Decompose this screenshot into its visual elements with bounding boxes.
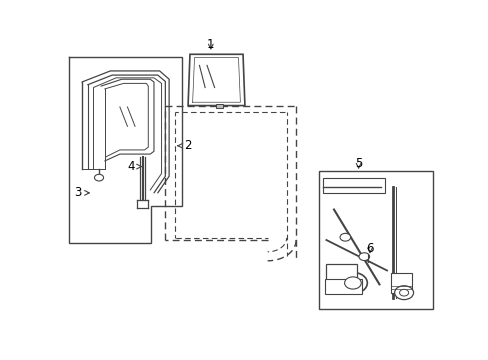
Bar (324, 279, 362, 294)
Circle shape (94, 174, 103, 181)
Polygon shape (188, 54, 244, 105)
Bar (215, 104, 222, 108)
Circle shape (394, 286, 413, 300)
Text: 4: 4 (127, 160, 141, 173)
Text: 1: 1 (206, 38, 214, 51)
Bar (318, 171, 432, 309)
Circle shape (358, 253, 369, 261)
Text: 2: 2 (178, 139, 191, 152)
Circle shape (338, 273, 366, 293)
Circle shape (344, 277, 361, 289)
Bar (390, 273, 411, 293)
Text: 5: 5 (354, 157, 362, 170)
Text: 6: 6 (366, 242, 373, 255)
Circle shape (399, 289, 408, 296)
Text: 3: 3 (74, 186, 89, 199)
Circle shape (339, 233, 350, 241)
Bar (322, 177, 385, 193)
Bar (326, 264, 356, 282)
